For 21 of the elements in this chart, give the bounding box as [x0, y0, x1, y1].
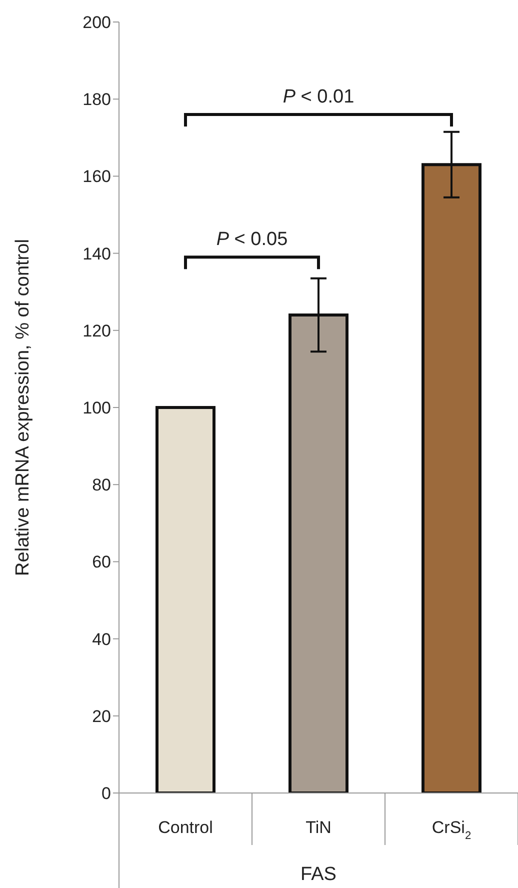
y-tick-label: 160 [82, 167, 111, 186]
y-tick-label: 120 [82, 321, 111, 340]
y-tick-label: 140 [82, 244, 111, 264]
y-tick-label: 80 [92, 476, 111, 495]
x-tick-label: Control [158, 818, 213, 837]
bar [156, 406, 216, 793]
y-tick-label: 40 [92, 630, 111, 649]
annotation: P < 0.05 [216, 229, 288, 250]
x-tick-label: CrSi$_{2}$ [432, 818, 472, 842]
x-axis-title: FAS [300, 864, 336, 885]
significance-bracket: P < 0.05 [184, 229, 320, 270]
y-tick-label: 60 [92, 552, 111, 572]
significance-bracket: P < 0.01 [184, 86, 453, 127]
y-axis-title: Relative mRNA expression, % of control [12, 239, 34, 576]
y-tick-label: 180 [82, 90, 111, 110]
y-tick-label: 200 [82, 13, 111, 32]
y-tick-label: 100 [82, 398, 111, 418]
y-tick-label: 20 [92, 706, 111, 726]
x-tick-label: TiN [306, 818, 332, 837]
annotation: P < 0.01 [282, 86, 354, 108]
y-tick-label: 0 [102, 784, 111, 804]
